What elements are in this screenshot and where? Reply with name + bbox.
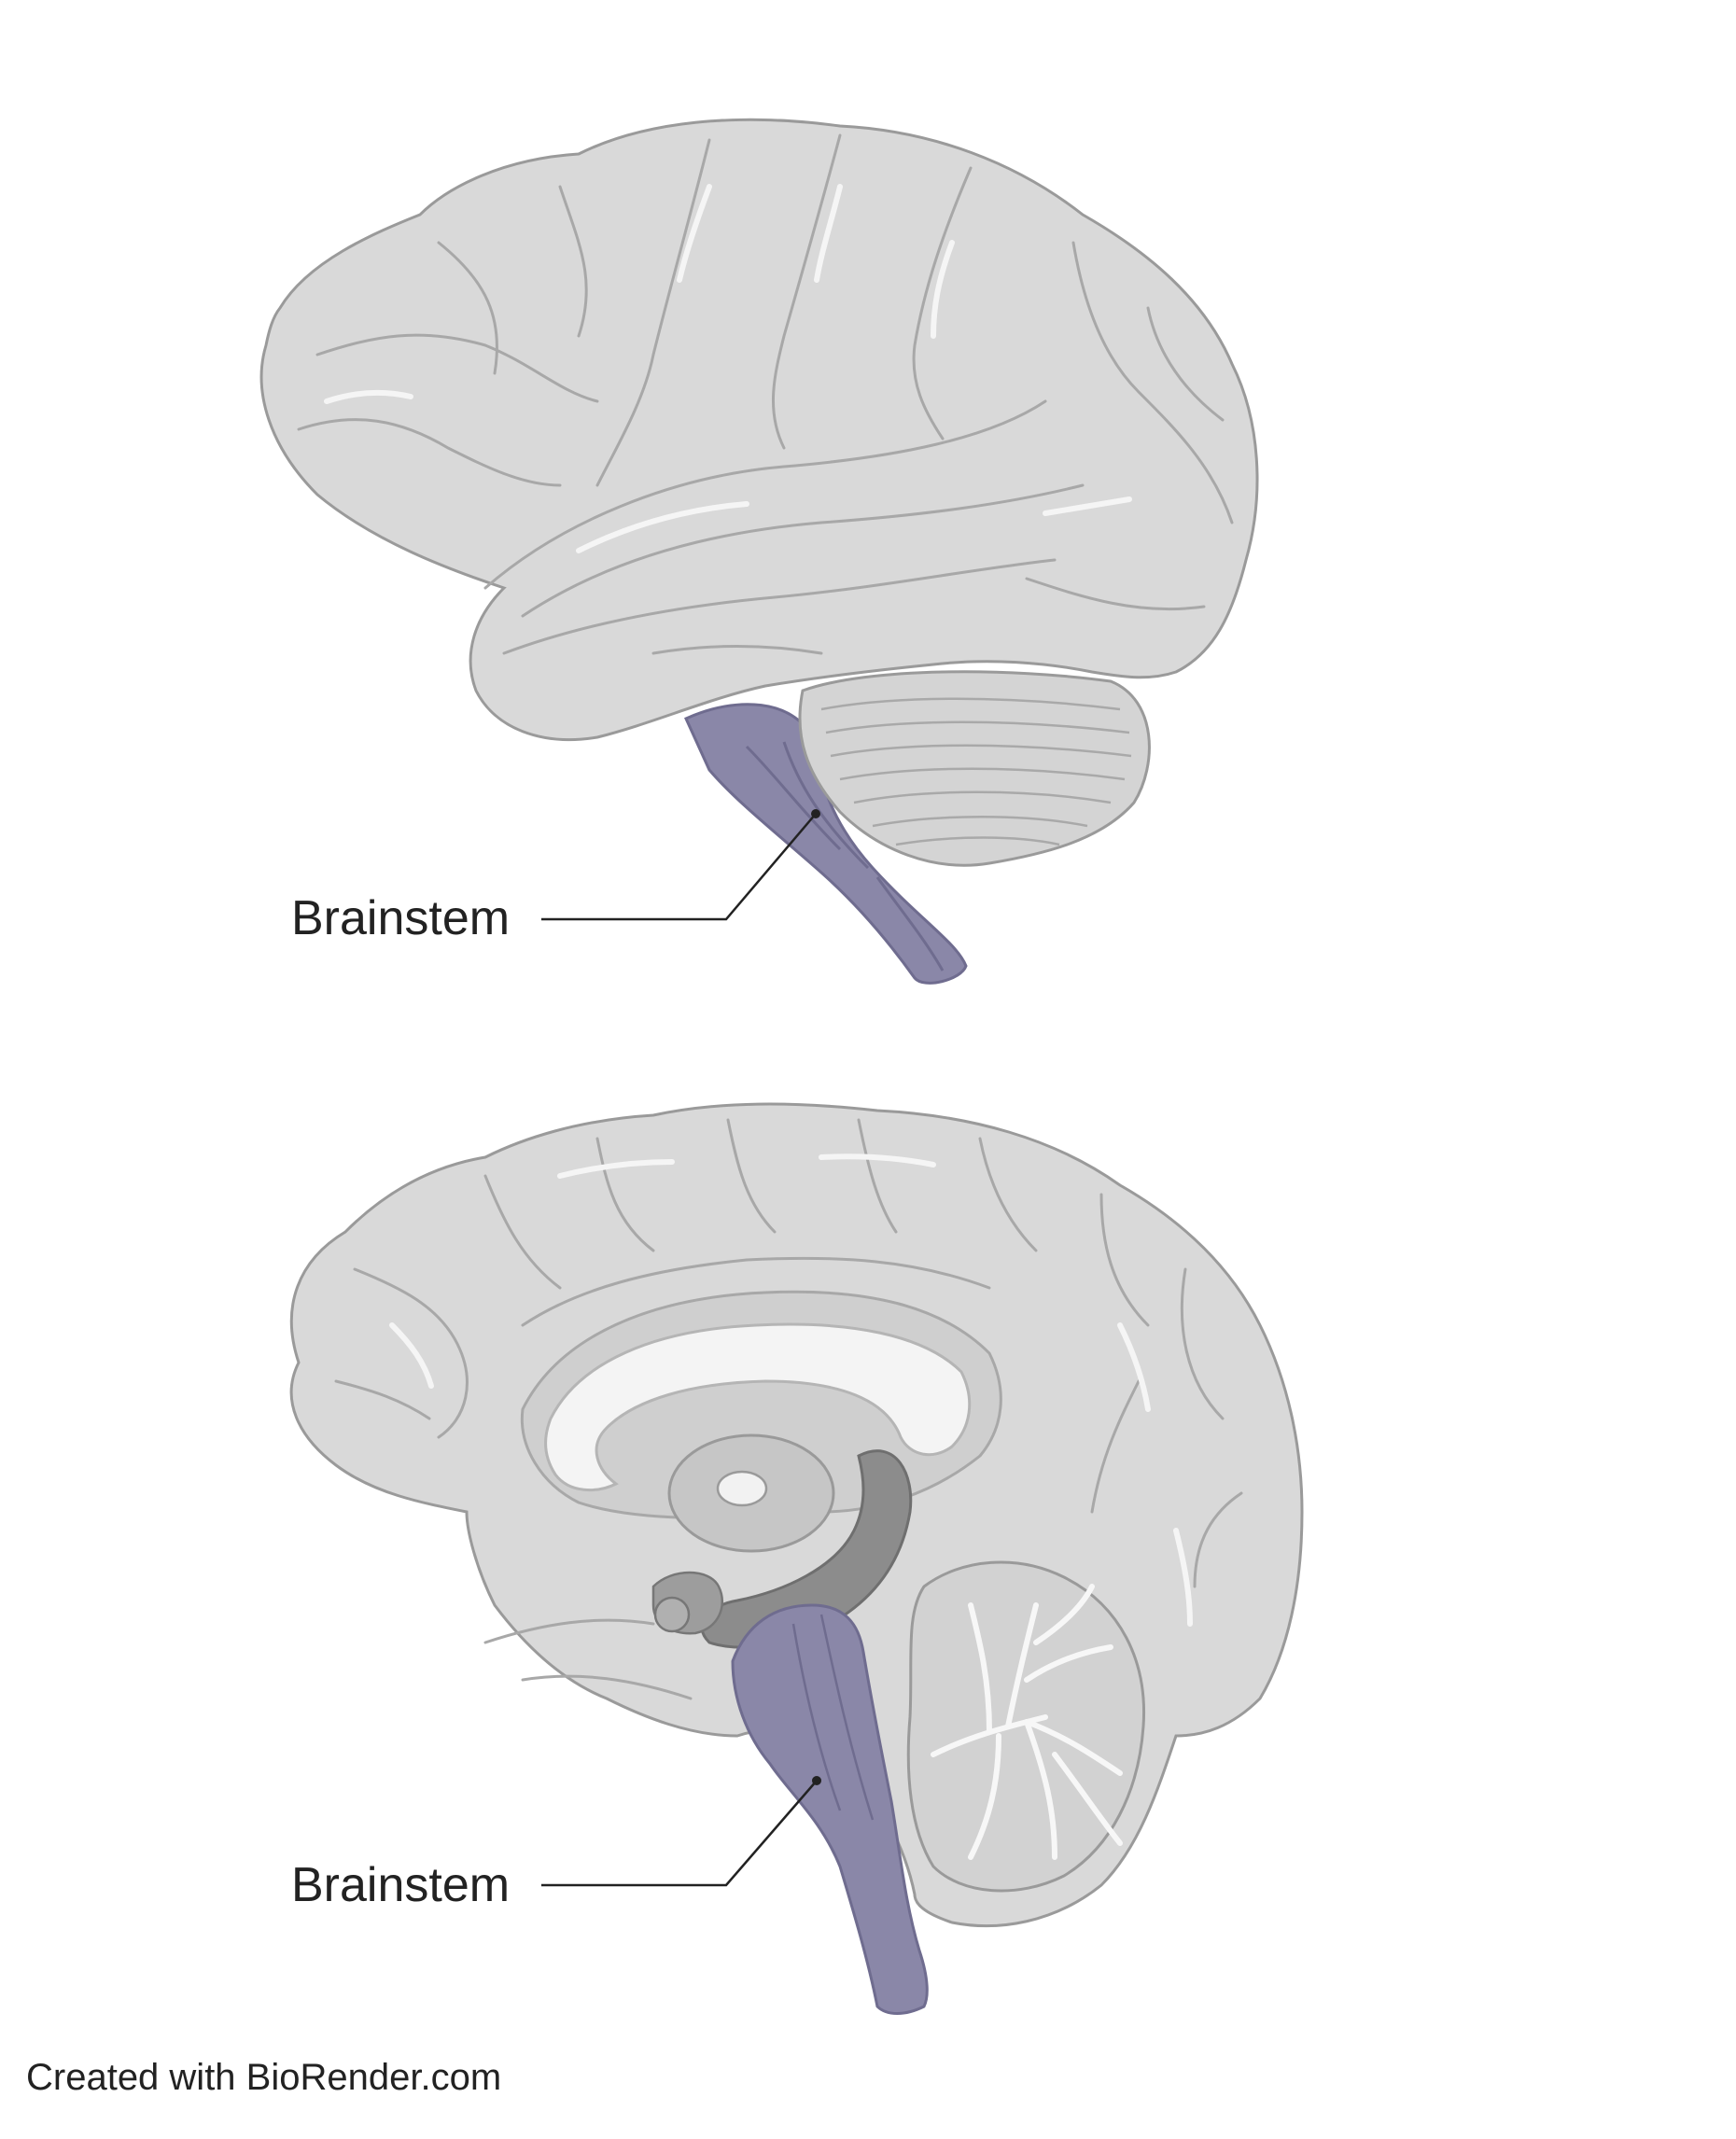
sagittal-brain-illustration (289, 1102, 1304, 2015)
arbor-vitae (931, 1584, 1123, 1860)
biorender-credit: Created with BioRender.com (26, 2057, 502, 2098)
lateral-cerebrum (259, 118, 1259, 742)
sagittal-brainstem-callout: Brainstem (291, 1776, 821, 1912)
sagittal-brainstem (731, 1603, 929, 2015)
sagittal-leader-line (541, 1780, 818, 1887)
fornix (700, 1449, 913, 1649)
sagittal-brainstem-label: Brainstem (291, 1858, 510, 1912)
corpus-callosum (544, 1322, 972, 1492)
lateral-leader-line (541, 813, 817, 921)
interthalamic-adhesion (716, 1470, 768, 1507)
lateral-brainstem-label: Brainstem (291, 891, 510, 945)
lateral-brainstem-callout: Brainstem (291, 809, 820, 945)
lateral-brain-illustration (259, 118, 1259, 985)
